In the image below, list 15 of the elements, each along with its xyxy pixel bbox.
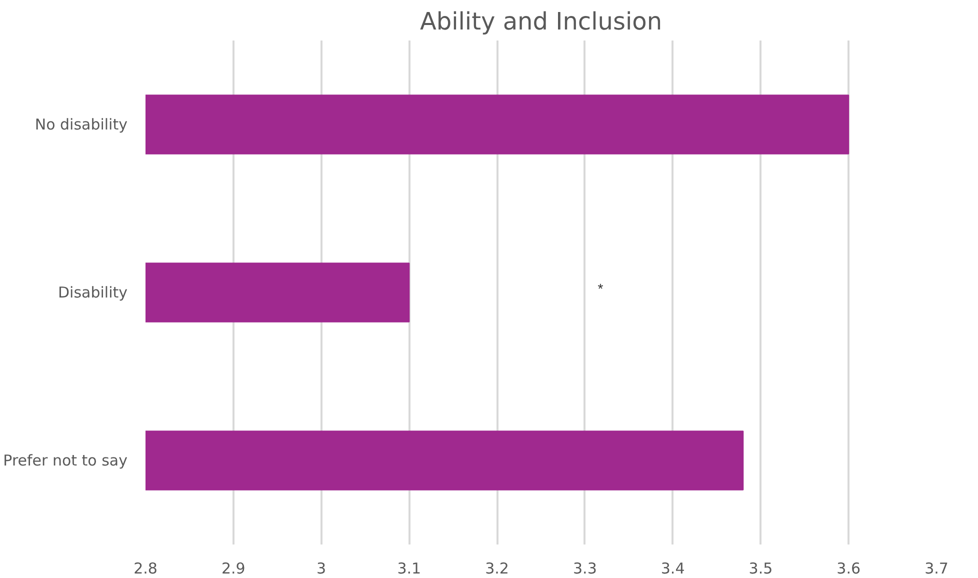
x-tick-label: 3.1 xyxy=(397,560,422,578)
x-tick-label: 2.8 xyxy=(134,560,158,578)
y-tick-label: Prefer not to say xyxy=(3,452,128,470)
annotation: * xyxy=(598,280,604,296)
x-tick-label: 3.6 xyxy=(836,560,861,578)
y-tick-label: No disability xyxy=(34,116,128,134)
x-tick-label: 3.7 xyxy=(924,560,948,578)
x-tick-label: 3.4 xyxy=(660,560,685,578)
chart-title: Ability and Inclusion xyxy=(420,8,662,36)
x-tick-label: 3.3 xyxy=(573,560,597,578)
x-tick-label: 3.5 xyxy=(748,560,773,578)
x-tick-label: 2.9 xyxy=(221,560,246,578)
y-tick-label: Disability xyxy=(58,284,128,302)
x-tick-label: 3 xyxy=(316,560,326,578)
x-tick-label: 3.2 xyxy=(485,560,509,578)
